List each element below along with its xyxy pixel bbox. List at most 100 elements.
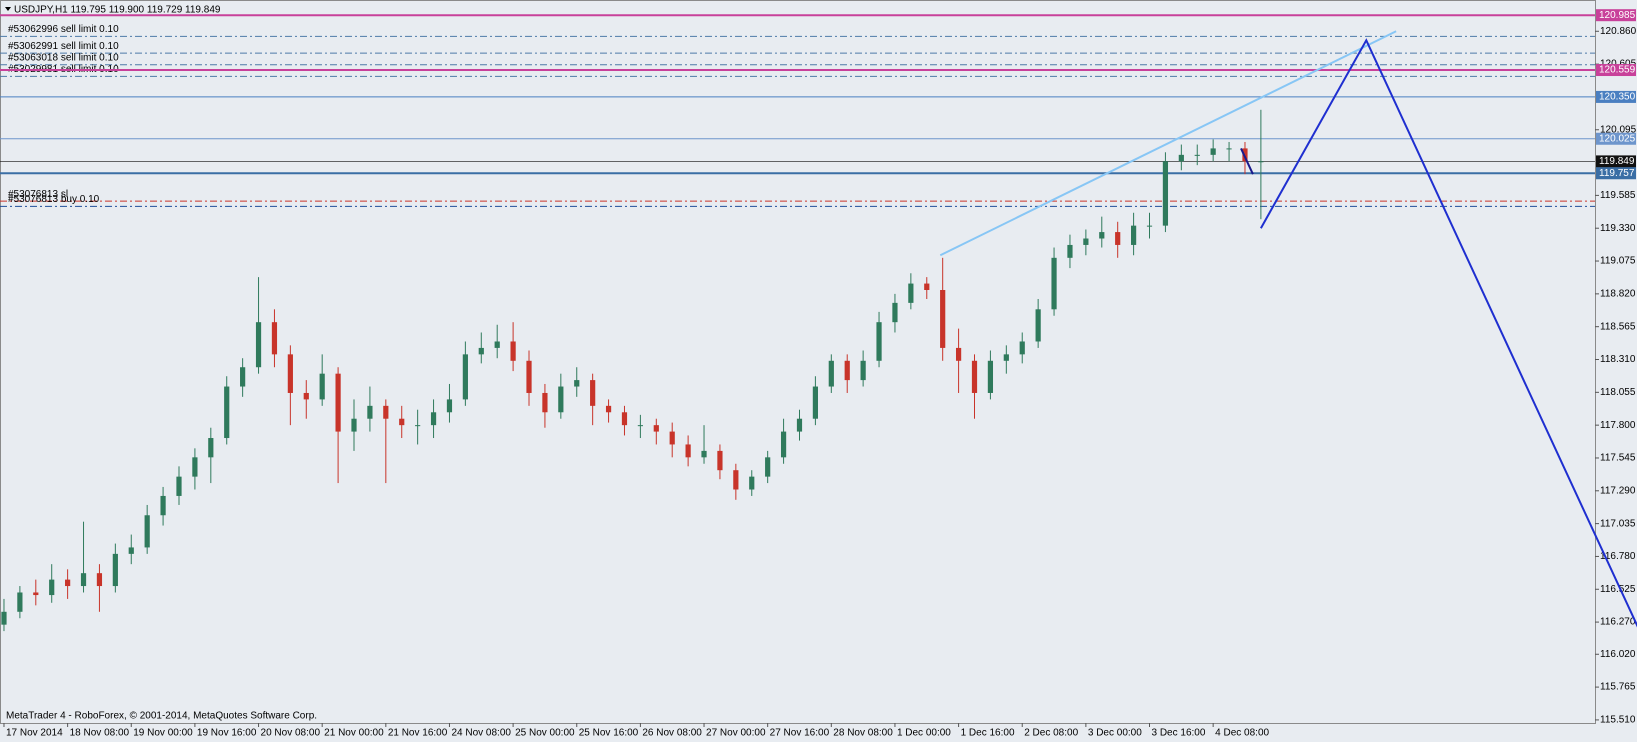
candle-body [1003, 354, 1009, 361]
x-tick-label: 21 Nov 16:00 [388, 728, 448, 739]
candle-body [17, 592, 23, 612]
candle-body [367, 405, 373, 419]
order-label: #53076813 sl [8, 189, 68, 200]
candle-body [924, 283, 930, 290]
candle-body [160, 495, 166, 516]
candle-body [462, 354, 468, 400]
candle-body [351, 418, 357, 432]
candle-body [49, 579, 55, 596]
level-label-box [1596, 155, 1636, 168]
order-label: #53062996 sell limit 0.10 [8, 24, 119, 35]
candle-body [176, 476, 182, 496]
candle-body [478, 347, 484, 355]
candle-body [908, 283, 914, 303]
candle-body [1226, 148, 1232, 150]
y-tick-label: 116.780 [1600, 551, 1636, 562]
candle-body [876, 322, 882, 361]
candle-body [80, 573, 87, 587]
y-tick-label: 118.310 [1600, 354, 1636, 365]
candle-body [558, 386, 564, 413]
x-tick-label: 2 Dec 08:00 [1024, 728, 1078, 739]
x-tick-label: 27 Nov 16:00 [770, 728, 830, 739]
candle-body [590, 380, 596, 406]
plot-frame [0, 0, 1596, 724]
candle-body [1019, 341, 1025, 355]
candle-body [494, 341, 500, 348]
candle-body [621, 412, 628, 426]
level-label: 119.757 [1599, 168, 1635, 179]
candle-body [955, 347, 962, 361]
y-tick-label: 115.765 [1600, 682, 1636, 693]
candle-body [446, 399, 453, 413]
candle-body [828, 360, 834, 387]
x-tick-label: 25 Nov 00:00 [515, 728, 575, 739]
candle-body [144, 515, 150, 548]
order-label: #53063018 sell limit 0.10 [8, 52, 119, 63]
candle-body [605, 405, 612, 413]
candle-body [1194, 154, 1200, 156]
footer: MetaTrader 4 - RoboForex, © 2001-2014, M… [6, 711, 317, 722]
candle-body [96, 573, 103, 587]
candle-body [1115, 232, 1121, 245]
y-tick-label: 118.820 [1600, 289, 1636, 300]
level-label: 120.559 [1599, 65, 1636, 76]
candle-body [1131, 225, 1137, 245]
candle-body [128, 547, 134, 554]
level-label: 120.350 [1599, 92, 1636, 103]
x-tick-label: 20 Nov 08:00 [261, 728, 321, 739]
chart-title: USDJPY,H1 119.795 119.900 119.729 119.84… [14, 5, 221, 16]
x-tick-label: 26 Nov 08:00 [642, 728, 702, 739]
x-tick-label: 24 Nov 08:00 [451, 728, 511, 739]
candle-body [637, 425, 643, 427]
candle-body [717, 450, 723, 471]
x-tick-label: 25 Nov 16:00 [579, 728, 639, 739]
x-tick-label: 19 Nov 16:00 [197, 728, 257, 739]
level-label-box [1596, 132, 1636, 145]
y-tick-label: 117.035 [1600, 518, 1636, 529]
candle-body [749, 476, 755, 490]
candle-body [860, 360, 866, 381]
level-label: 120.025 [1599, 133, 1636, 144]
level-label-box [1596, 90, 1636, 103]
candle-body [1, 611, 7, 625]
y-tick-label: 116.270 [1600, 617, 1636, 628]
x-tick-label: 4 Dec 08:00 [1215, 728, 1269, 739]
x-tick-label: 3 Dec 00:00 [1088, 728, 1142, 739]
x-tick-label: 19 Nov 00:00 [133, 728, 193, 739]
candle-body [1210, 148, 1216, 155]
x-tick-label: 1 Dec 16:00 [961, 728, 1015, 739]
candle-body [685, 444, 691, 458]
y-tick-label: 119.330 [1600, 223, 1636, 234]
candle-body [1083, 238, 1089, 245]
y-tick-label: 118.055 [1600, 387, 1636, 398]
candle-body [1146, 225, 1153, 227]
y-tick-label: 119.585 [1600, 190, 1636, 201]
candle-body [780, 431, 787, 458]
y-tick-label: 117.800 [1600, 420, 1636, 431]
candle-body [65, 579, 71, 587]
x-tick-label: 17 Nov 2014 [6, 728, 63, 739]
candle-body [33, 592, 39, 596]
candle-body [1258, 161, 1264, 163]
candle-body [430, 412, 437, 426]
trendline [1260, 38, 1637, 628]
candle-body [1051, 257, 1057, 310]
y-tick-label: 116.020 [1600, 649, 1636, 660]
candle-body [510, 341, 516, 361]
menu-triangle [5, 7, 11, 11]
candle-body [844, 360, 850, 381]
candle-body [112, 553, 118, 587]
trendline [1240, 147, 1254, 175]
y-tick-label: 117.545 [1600, 453, 1636, 464]
candle-body [335, 373, 341, 432]
candle-body [542, 392, 548, 413]
candle-body [399, 418, 405, 426]
candle-body [812, 386, 818, 419]
candle-body [653, 425, 659, 432]
candle-body [971, 360, 978, 393]
x-tick-label: 1 Dec 00:00 [897, 728, 951, 739]
candle-body [208, 438, 214, 458]
x-tick-label: 3 Dec 16:00 [1152, 728, 1206, 739]
candle-body [1035, 309, 1041, 342]
